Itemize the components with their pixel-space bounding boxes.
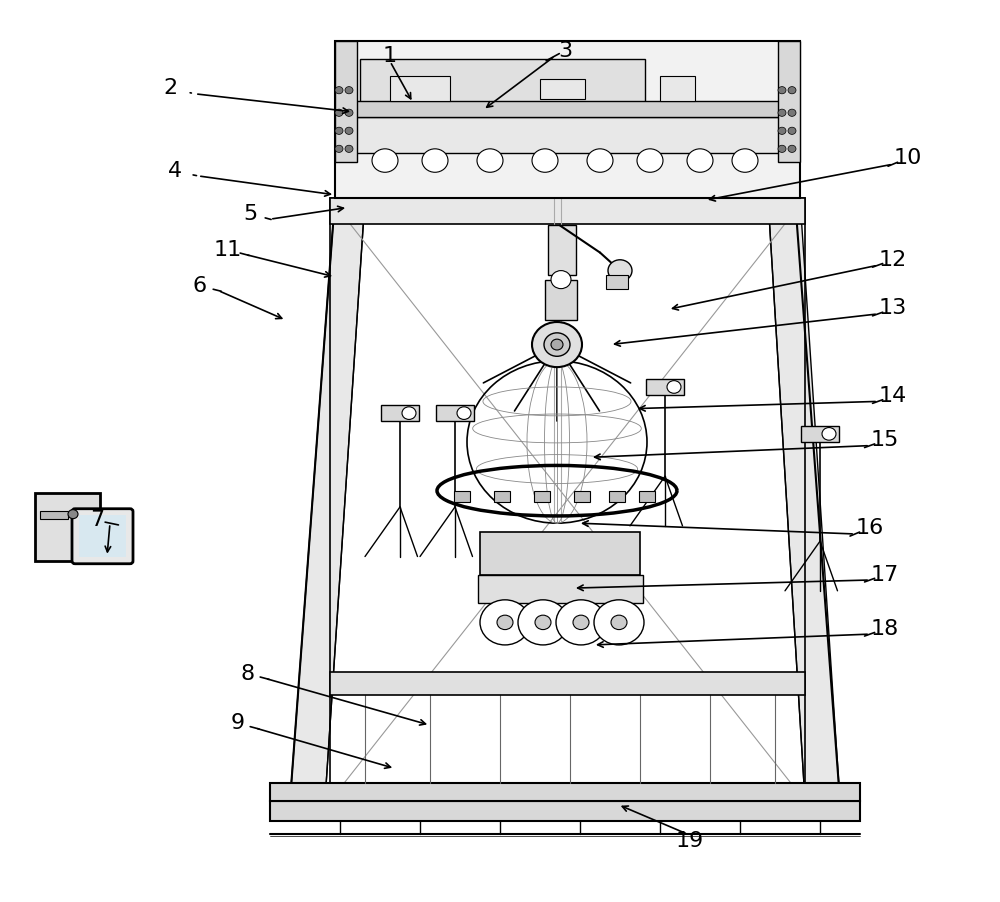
Circle shape xyxy=(335,87,343,94)
Bar xyxy=(494,491,510,502)
Text: 1: 1 xyxy=(383,46,397,66)
Circle shape xyxy=(611,615,627,630)
Text: 2: 2 xyxy=(163,78,177,98)
Bar xyxy=(548,226,576,275)
Circle shape xyxy=(551,339,563,350)
Circle shape xyxy=(788,109,796,116)
Bar xyxy=(436,405,474,421)
Bar xyxy=(335,41,357,162)
Circle shape xyxy=(667,381,681,393)
FancyBboxPatch shape xyxy=(72,509,133,564)
Text: 15: 15 xyxy=(871,430,899,450)
Text: 18: 18 xyxy=(871,619,899,639)
Circle shape xyxy=(518,600,568,645)
Circle shape xyxy=(788,145,796,152)
Circle shape xyxy=(778,87,786,94)
Bar xyxy=(270,801,860,821)
Bar xyxy=(574,491,590,502)
Text: 6: 6 xyxy=(193,276,207,296)
Circle shape xyxy=(497,615,513,630)
Circle shape xyxy=(732,149,758,172)
Bar xyxy=(646,379,684,395)
Circle shape xyxy=(637,149,663,172)
Bar xyxy=(270,783,860,801)
Text: 8: 8 xyxy=(241,664,255,684)
Circle shape xyxy=(788,87,796,94)
Bar xyxy=(454,491,470,502)
Circle shape xyxy=(68,510,78,519)
Circle shape xyxy=(778,145,786,152)
Bar xyxy=(540,79,585,99)
Text: 13: 13 xyxy=(879,299,907,318)
Circle shape xyxy=(535,615,551,630)
Circle shape xyxy=(532,149,558,172)
Circle shape xyxy=(345,109,353,116)
Bar xyxy=(606,275,628,289)
Bar xyxy=(330,198,805,801)
Circle shape xyxy=(372,149,398,172)
Circle shape xyxy=(532,322,582,367)
Circle shape xyxy=(402,407,416,419)
Bar xyxy=(639,491,655,502)
Circle shape xyxy=(573,615,589,630)
Bar xyxy=(79,515,126,557)
Circle shape xyxy=(477,149,503,172)
Text: 19: 19 xyxy=(676,831,704,851)
Circle shape xyxy=(778,109,786,116)
Circle shape xyxy=(335,145,343,152)
Bar xyxy=(660,76,695,101)
Polygon shape xyxy=(290,198,365,801)
Bar xyxy=(345,117,790,153)
Text: 16: 16 xyxy=(856,518,884,538)
Circle shape xyxy=(335,127,343,134)
Text: 12: 12 xyxy=(879,250,907,270)
Bar xyxy=(801,426,839,442)
Circle shape xyxy=(788,127,796,134)
Bar xyxy=(330,198,805,224)
Circle shape xyxy=(608,260,632,281)
Text: 14: 14 xyxy=(879,386,907,406)
Circle shape xyxy=(335,109,343,116)
Bar xyxy=(335,41,800,198)
Circle shape xyxy=(687,149,713,172)
Text: 9: 9 xyxy=(231,713,245,733)
Bar xyxy=(390,76,450,101)
Bar xyxy=(534,491,550,502)
Text: 11: 11 xyxy=(214,240,242,260)
Bar xyxy=(330,672,805,695)
Circle shape xyxy=(556,600,606,645)
Circle shape xyxy=(822,428,836,440)
Circle shape xyxy=(594,600,644,645)
Bar xyxy=(40,511,68,519)
Text: 4: 4 xyxy=(168,161,182,181)
Text: 7: 7 xyxy=(90,511,104,530)
Circle shape xyxy=(457,407,471,419)
Text: 5: 5 xyxy=(243,204,257,224)
Bar xyxy=(480,532,640,575)
Circle shape xyxy=(480,600,530,645)
Circle shape xyxy=(345,87,353,94)
Circle shape xyxy=(345,145,353,152)
Circle shape xyxy=(422,149,448,172)
Polygon shape xyxy=(768,198,840,801)
Bar xyxy=(778,41,800,162)
Circle shape xyxy=(778,127,786,134)
Circle shape xyxy=(345,127,353,134)
Bar xyxy=(478,575,643,603)
Bar xyxy=(381,405,419,421)
Text: 3: 3 xyxy=(558,41,572,60)
Bar xyxy=(35,493,100,561)
Circle shape xyxy=(544,333,570,356)
Circle shape xyxy=(587,149,613,172)
Text: 17: 17 xyxy=(871,565,899,584)
Bar xyxy=(360,59,645,117)
Bar xyxy=(545,280,577,320)
Circle shape xyxy=(551,271,571,289)
Bar xyxy=(350,101,785,117)
Bar xyxy=(609,491,625,502)
Text: 10: 10 xyxy=(894,148,922,168)
